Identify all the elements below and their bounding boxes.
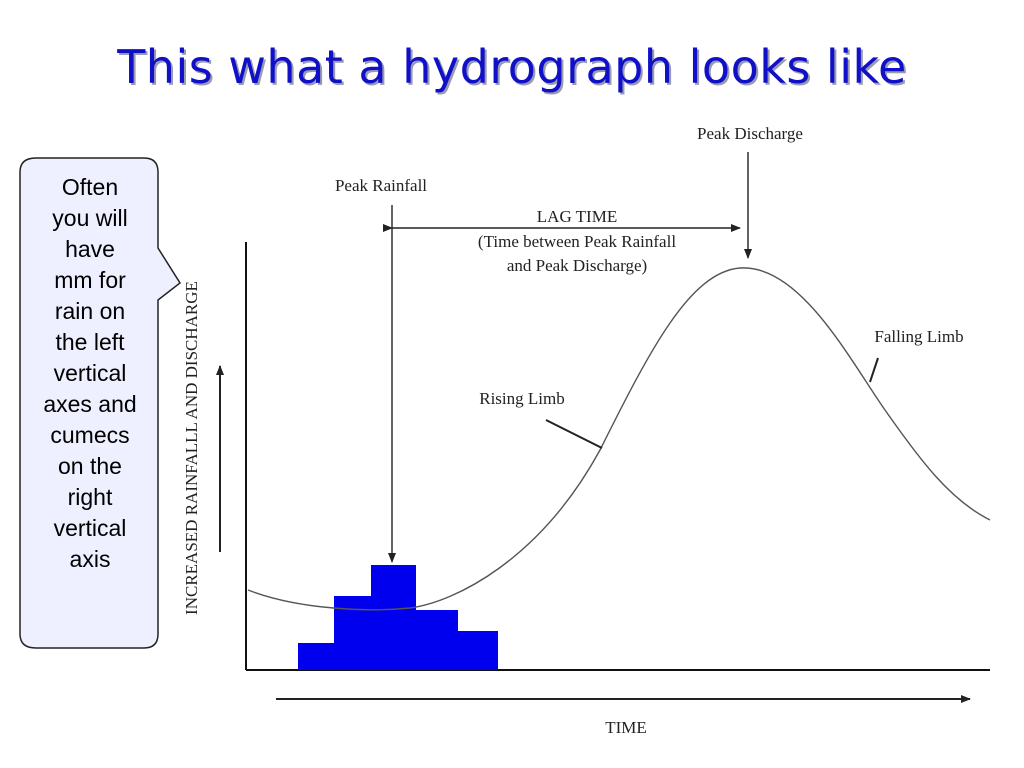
rainfall-bar	[416, 610, 458, 670]
rainfall-bar	[298, 643, 334, 670]
x-axis-label: TIME	[605, 718, 647, 737]
rainfall-bar	[458, 631, 498, 670]
slide-title: This what a hydrograph looks like	[117, 40, 907, 94]
lag-time-title: LAG TIME	[537, 207, 617, 226]
peak-rainfall-label: Peak Rainfall	[335, 176, 427, 195]
lag-time-description-line-2: and Peak Discharge)	[507, 256, 647, 275]
rising-limb-pointer	[545, 419, 603, 449]
rainfall-bar	[334, 596, 371, 670]
callout-text: Often you will have mm for rain on the l…	[43, 174, 137, 572]
rising-limb-label: Rising Limb	[479, 389, 564, 408]
lag-time-description-line-1: (Time between Peak Rainfall	[478, 232, 676, 251]
y-axis-label: INCREASED RAINFALLL AND DISCHARGE	[182, 281, 201, 615]
falling-limb-pointer	[869, 357, 879, 383]
rainfall-bar	[371, 565, 416, 670]
discharge-curve	[247, 267, 991, 611]
falling-limb-label: Falling Limb	[874, 327, 963, 346]
callout-bubble	[19, 157, 181, 649]
peak-discharge-label: Peak Discharge	[697, 124, 803, 143]
